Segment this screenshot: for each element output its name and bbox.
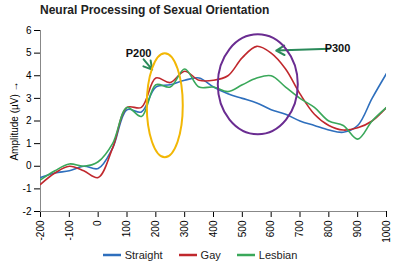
svg-text:3: 3 [26, 93, 32, 104]
svg-text:400: 400 [208, 220, 219, 237]
svg-text:P300: P300 [325, 42, 351, 54]
svg-text:100: 100 [121, 220, 132, 237]
svg-text:800: 800 [323, 220, 334, 237]
html-text:Gay: Gay [200, 249, 221, 261]
svg-text:300: 300 [179, 220, 190, 237]
svg-text:0: 0 [92, 220, 103, 226]
svg-text:6: 6 [26, 25, 32, 36]
svg-text:1000: 1000 [381, 220, 392, 243]
svg-text:-100: -100 [64, 220, 75, 240]
svg-text:500: 500 [237, 220, 248, 237]
svg-text:-200: -200 [35, 220, 46, 240]
svg-text:P200: P200 [126, 47, 152, 59]
html-text:Neural Processing of Sexual Or: Neural Processing of Sexual Orientation [40, 3, 270, 17]
svg-text:-2: -2 [23, 206, 32, 217]
svg-text:700: 700 [294, 220, 305, 237]
svg-text:5: 5 [26, 47, 32, 58]
svg-text:2: 2 [26, 115, 32, 126]
svg-text:600: 600 [265, 220, 276, 237]
svg-text:0: 0 [26, 160, 32, 171]
html-text:Straight: Straight [124, 249, 163, 261]
html-text:Lesbian: Lesbian [258, 249, 298, 261]
svg-text:-1: -1 [23, 183, 32, 194]
svg-text:1: 1 [26, 138, 32, 149]
svg-text:200: 200 [150, 220, 161, 237]
svg-text:4: 4 [26, 70, 32, 81]
svg-text:900: 900 [352, 220, 363, 237]
svg-text:Amplitude (µV) →: Amplitude (µV) → [9, 81, 20, 160]
